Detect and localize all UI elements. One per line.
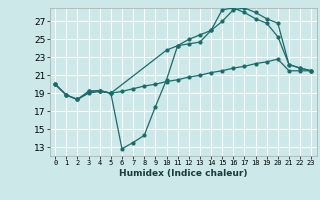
X-axis label: Humidex (Indice chaleur): Humidex (Indice chaleur) — [119, 169, 247, 178]
